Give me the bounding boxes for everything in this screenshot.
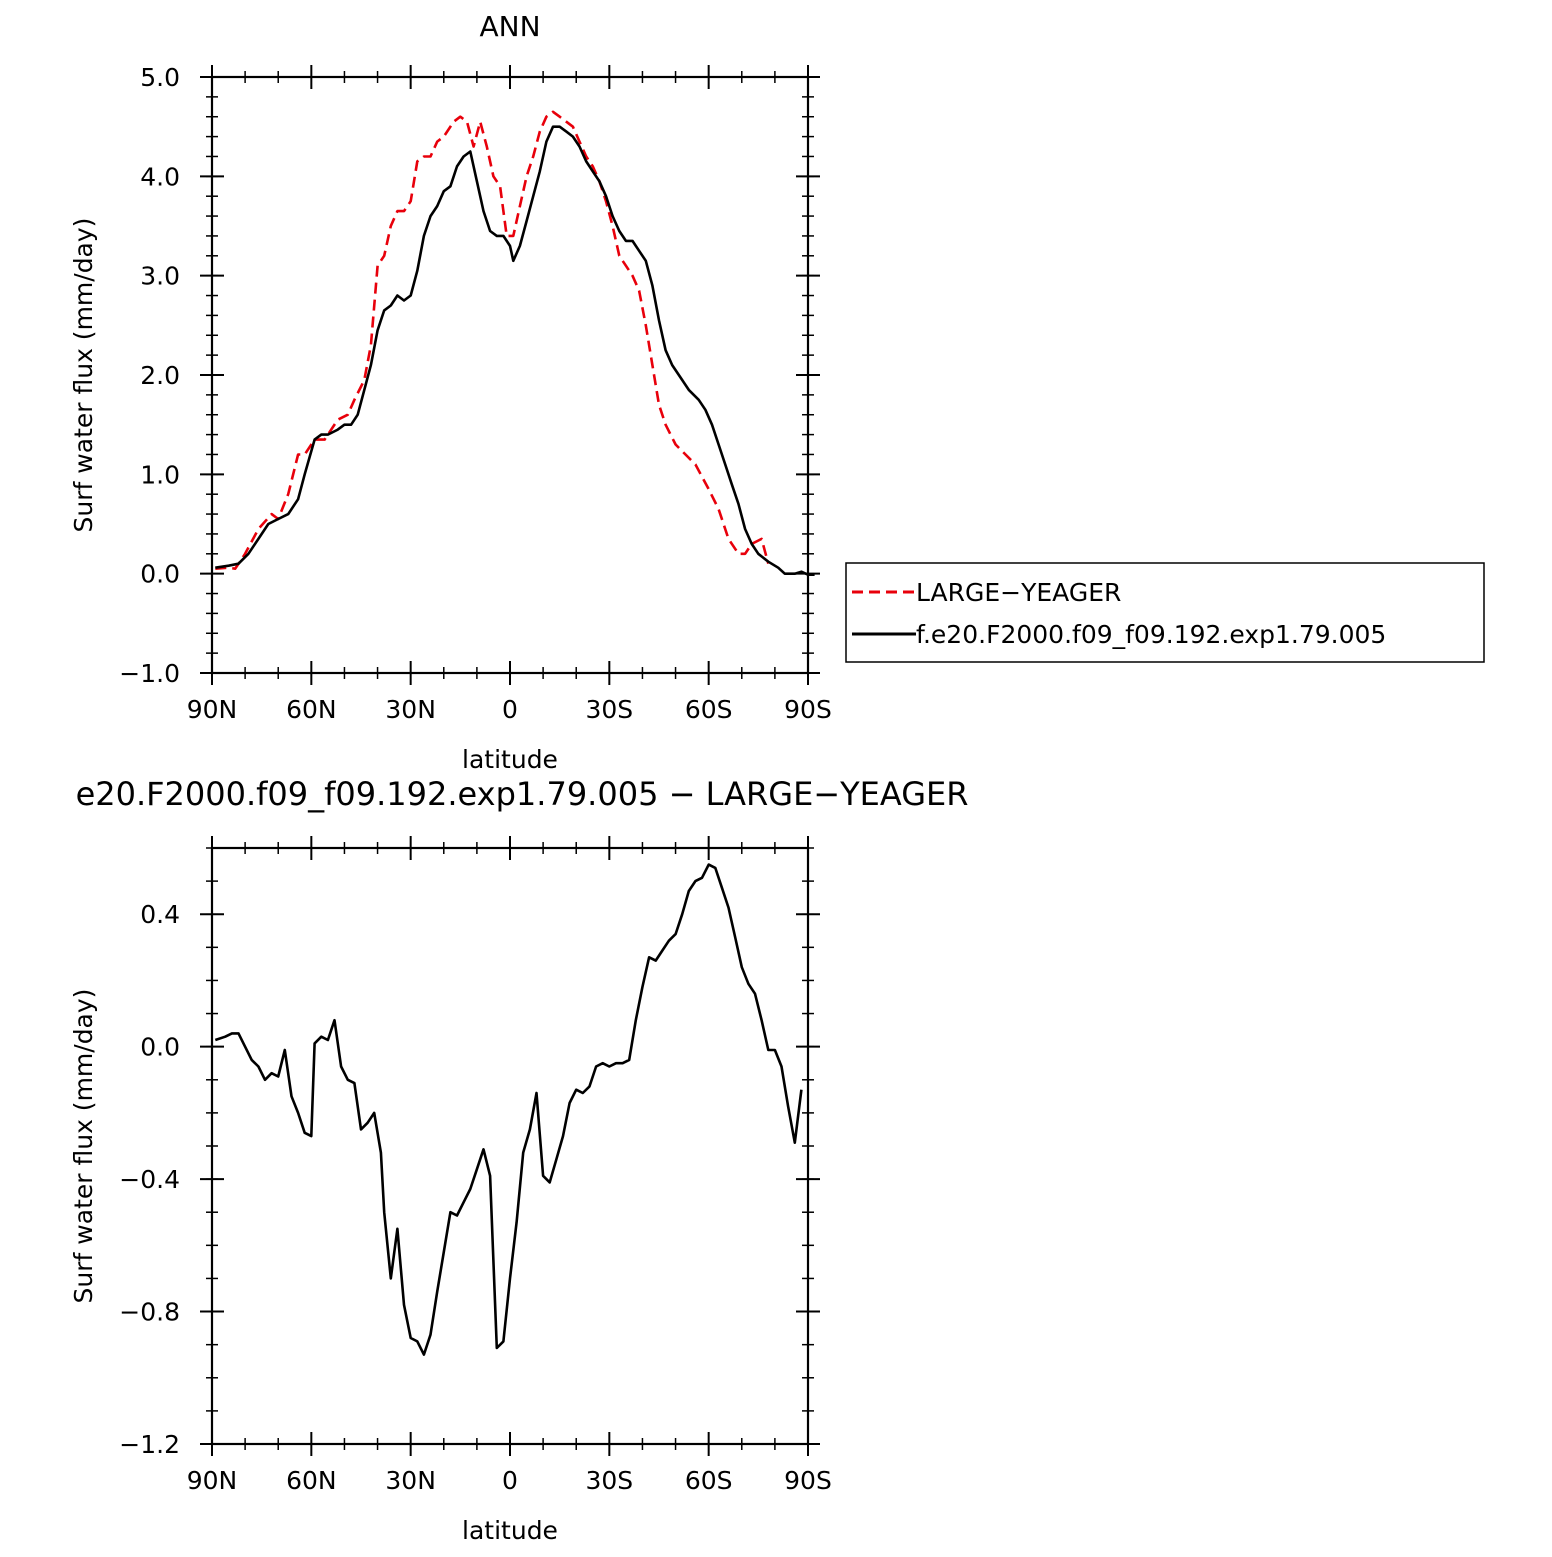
- top-y-tick-label: 5.0: [140, 63, 180, 92]
- top-chart-title: ANN: [479, 10, 540, 43]
- top-x-axis-label: latitude: [462, 745, 558, 774]
- top-x-tick-label: 30N: [385, 695, 436, 724]
- bottom-chart-title: e20.F2000.f09_f09.192.exp1.79.005 − LARG…: [76, 775, 969, 813]
- bottom-x-axis-label: latitude: [462, 1516, 558, 1545]
- bottom-chart: e20.F2000.f09_f09.192.exp1.79.005 − LARG…: [69, 775, 968, 1545]
- bottom-y-tick-label: −0.4: [119, 1165, 180, 1194]
- bottom-x-tick-label: 30N: [385, 1466, 436, 1495]
- top-y-tick-label: 2.0: [140, 361, 180, 390]
- bottom-y-tick-labels: −1.2 −0.8 −0.4 0.0 0.4: [119, 900, 180, 1459]
- top-y-tick-label: 0.0: [140, 560, 180, 589]
- top-plot-frame: [210, 75, 810, 675]
- bottom-x-tick-label: 90S: [784, 1466, 832, 1495]
- top-x-tick-label: 90N: [187, 695, 238, 724]
- top-x-tick-labels: 90N 60N 30N 0 30S 60S 90S: [187, 695, 832, 724]
- bottom-x-tick-label: 0: [502, 1466, 518, 1495]
- bottom-x-tick-label: 60N: [286, 1466, 337, 1495]
- top-y-tick-label: −1.0: [119, 659, 180, 688]
- bottom-plot-frame: [210, 846, 810, 1446]
- bottom-x-tick-labels: 90N 60N 30N 0 30S 60S 90S: [187, 1466, 832, 1495]
- top-y-tick-labels: −1.0 0.0 1.0 2.0 3.0 4.0 5.0: [119, 63, 180, 688]
- bottom-y-tick-label: −0.8: [119, 1298, 180, 1327]
- top-y-tick-label: 3.0: [140, 262, 180, 291]
- top-x-tick-label: 90S: [784, 695, 832, 724]
- legend-label-large-yeager: LARGE−YEAGER: [916, 578, 1121, 607]
- bottom-y-tick-label: −1.2: [119, 1430, 180, 1459]
- top-x-tick-label: 60S: [685, 695, 733, 724]
- legend: LARGE−YEAGER f.e20.F2000.f09_f09.192.exp…: [845, 562, 1485, 663]
- bottom-series-lines: [214, 863, 803, 1356]
- bottom-y-axis-label: Surf water flux (mm/day): [69, 989, 98, 1304]
- legend-label-experiment: f.e20.F2000.f09_f09.192.exp1.79.005: [916, 620, 1386, 649]
- bottom-x-tick-label: 30S: [585, 1466, 633, 1495]
- bottom-x-tick-label: 90N: [187, 1466, 238, 1495]
- top-y-axis-label: Surf water flux (mm/day): [69, 218, 98, 533]
- bottom-y-tick-label: 0.4: [140, 900, 180, 929]
- top-series-line-1: [215, 125, 815, 576]
- bottom-axis-ticks: [200, 836, 820, 1456]
- top-series-lines: [215, 110, 815, 576]
- top-y-tick-label: 1.0: [140, 460, 180, 489]
- top-y-tick-label: 4.0: [140, 162, 180, 191]
- top-x-tick-label: 30S: [585, 695, 633, 724]
- bottom-series-line-0: [214, 863, 803, 1356]
- top-chart: ANN −1.0 0.0 1.0 2.0 3.0 4.0 5.0 90N 60N 30N 0 30S…: [69, 10, 1485, 774]
- bottom-y-tick-label: 0.0: [140, 1033, 180, 1062]
- top-x-tick-label: 0: [502, 695, 518, 724]
- top-axis-ticks: [200, 65, 820, 685]
- bottom-x-tick-label: 60S: [685, 1466, 733, 1495]
- legend-box: [845, 562, 1485, 663]
- top-x-tick-label: 60N: [286, 695, 337, 724]
